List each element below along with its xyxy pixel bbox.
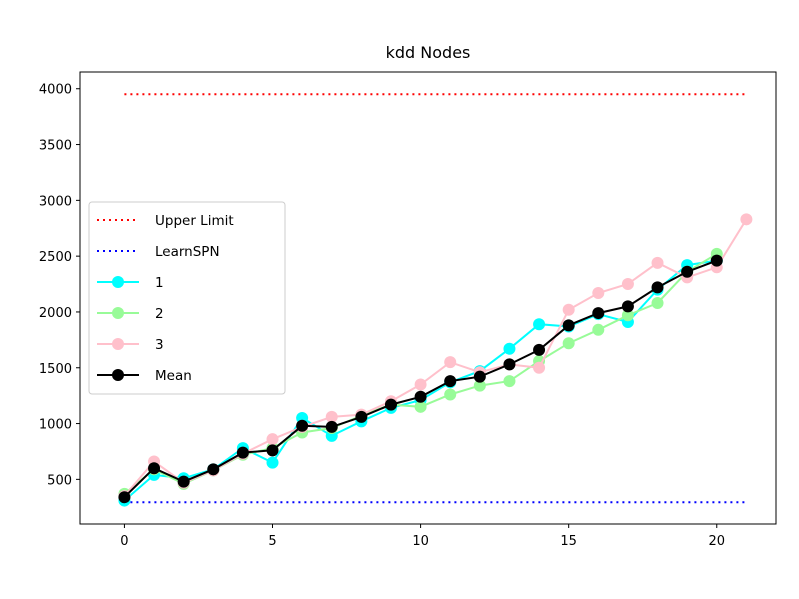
- data-point-3: [533, 361, 546, 374]
- legend-label-upper-limit: Upper Limit: [155, 213, 234, 229]
- data-point-mean: [177, 475, 190, 488]
- plot-frame: [79, 71, 777, 525]
- data-point-mean: [444, 375, 457, 388]
- legend-label-3: 3: [155, 337, 164, 353]
- legend-label-mean: Mean: [155, 368, 192, 384]
- data-point-3: [562, 303, 575, 316]
- legend-marker-3: [112, 338, 124, 350]
- legend-marker-mean: [112, 369, 124, 381]
- legend-box: [88, 201, 286, 395]
- data-point-3: [621, 278, 634, 291]
- x-tick-label: 15: [560, 534, 577, 549]
- data-point-3: [266, 433, 279, 446]
- legend-item-mean: Mean: [97, 368, 192, 384]
- plot-area: [118, 93, 753, 507]
- data-point-1: [266, 456, 279, 469]
- data-point-3: [444, 356, 457, 369]
- data-point-2: [444, 388, 457, 401]
- data-point-2: [414, 400, 427, 413]
- y-tick-label: 3000: [39, 194, 72, 209]
- legend-label-1: 1: [155, 275, 164, 291]
- legend-label-2: 2: [155, 306, 164, 322]
- data-point-mean: [207, 463, 220, 476]
- data-point-mean: [325, 420, 338, 433]
- y-tick-label: 3500: [39, 139, 72, 154]
- data-point-mean: [533, 343, 546, 356]
- data-point-mean: [562, 319, 575, 332]
- y-tick-label: 2500: [39, 250, 72, 265]
- data-point-3: [740, 213, 753, 226]
- data-point-2: [473, 379, 486, 392]
- data-point-3: [325, 410, 338, 423]
- legend-item-learnspn: LearnSPN: [97, 244, 220, 260]
- series-mean: [118, 254, 723, 504]
- y-tick-label: 1000: [39, 418, 72, 433]
- data-point-2: [592, 323, 605, 336]
- data-point-mean: [296, 419, 309, 432]
- x-tick-label: 10: [412, 534, 429, 549]
- data-point-1: [533, 318, 546, 331]
- data-point-1: [503, 342, 516, 355]
- chart-title: kdd Nodes: [386, 43, 471, 62]
- legend-item-2: 2: [97, 306, 164, 322]
- y-tick-label: 500: [47, 473, 72, 488]
- axes: 0 5 10 15 20 500 1000 1500 2000 2500 3000 3500 4000: [39, 83, 725, 549]
- legend-marker-2: [112, 307, 124, 319]
- legend-label-learnspn: LearnSPN: [155, 244, 220, 260]
- data-point-mean: [592, 307, 605, 320]
- y-tick-label: 4000: [39, 83, 72, 98]
- data-point-mean: [681, 265, 694, 278]
- y-tick-label: 2000: [39, 306, 72, 321]
- x-tick-label: 20: [708, 534, 725, 549]
- data-point-2: [621, 309, 634, 322]
- data-point-mean: [651, 281, 664, 294]
- y-tick-label: 1500: [39, 362, 72, 377]
- data-point-mean: [384, 398, 397, 411]
- data-point-3: [651, 256, 664, 269]
- data-point-mean: [621, 300, 634, 313]
- data-point-mean: [355, 410, 368, 423]
- data-point-2: [562, 337, 575, 350]
- data-point-3: [414, 378, 427, 391]
- data-point-mean: [148, 462, 161, 475]
- data-point-3: [592, 286, 605, 299]
- data-point-2: [651, 297, 664, 310]
- data-point-mean: [473, 370, 486, 383]
- data-point-mean: [266, 444, 279, 457]
- x-tick-label: 0: [120, 534, 128, 549]
- data-point-2: [503, 375, 516, 388]
- legend-marker-1: [112, 276, 124, 288]
- data-point-mean: [118, 491, 131, 504]
- legend: Upper Limit LearnSPN 1 2 3 Mean: [88, 201, 286, 395]
- data-point-mean: [414, 390, 427, 403]
- legend-item-3: 3: [97, 337, 164, 353]
- data-point-mean: [236, 446, 249, 459]
- legend-item-upper-limit: Upper Limit: [97, 213, 234, 229]
- legend-item-1: 1: [97, 275, 164, 291]
- x-tick-label: 5: [268, 534, 276, 549]
- data-point-mean: [710, 254, 723, 267]
- data-point-mean: [503, 358, 516, 371]
